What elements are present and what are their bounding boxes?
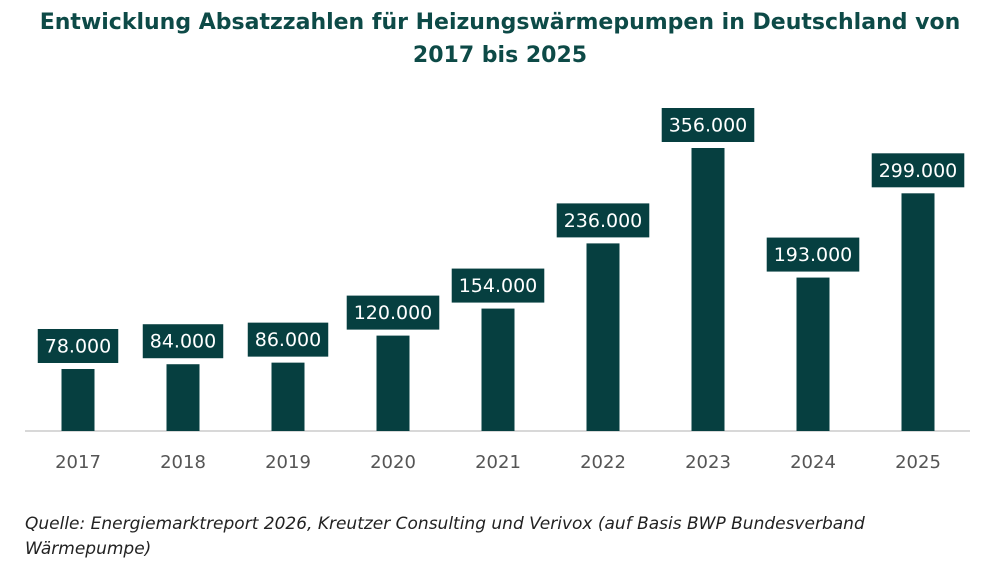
value-label: 120.000 [354, 302, 433, 324]
x-tick-label: 2018 [160, 452, 206, 473]
x-tick-label: 2024 [790, 452, 836, 473]
bar [61, 368, 95, 431]
x-tick-label: 2023 [685, 452, 731, 473]
value-label-box [247, 322, 329, 357]
bar [901, 193, 935, 431]
value-label-box [871, 153, 965, 188]
value-label-box [556, 203, 650, 238]
value-label: 356.000 [669, 115, 748, 137]
value-label-box [142, 324, 224, 359]
value-label: 84.000 [150, 331, 216, 353]
source-note: Quelle: Energiemarktreport 2026, Kreutze… [25, 514, 865, 559]
value-label: 236.000 [564, 210, 643, 232]
bar [796, 277, 830, 431]
bar [271, 362, 305, 431]
x-tick-label: 2019 [265, 452, 311, 473]
value-label: 193.000 [774, 244, 853, 266]
chart-title: Entwicklung Absatzzahlen für Heizungswär… [39, 10, 961, 68]
value-label-box [661, 108, 755, 142]
value-label: 86.000 [255, 329, 321, 351]
chart: 2017 78.000 2018 84.000 2019 86.000 2020 120.00… [25, 108, 970, 473]
value-label: 299.000 [879, 160, 958, 182]
value-label-box [766, 237, 860, 272]
bar [586, 243, 620, 431]
bar [691, 148, 725, 431]
value-label-box [37, 328, 119, 363]
x-tick-label: 2021 [475, 452, 521, 473]
x-tick-label: 2025 [895, 452, 941, 473]
bar [481, 308, 515, 431]
value-label-box [451, 268, 545, 303]
value-label: 154.000 [459, 275, 538, 297]
x-tick-label: 2017 [55, 452, 101, 473]
value-label-box [346, 295, 440, 330]
value-label: 78.000 [45, 335, 111, 357]
bar [166, 364, 200, 431]
x-tick-label: 2020 [370, 452, 416, 473]
bar [376, 335, 410, 431]
x-tick-label: 2022 [580, 452, 626, 473]
